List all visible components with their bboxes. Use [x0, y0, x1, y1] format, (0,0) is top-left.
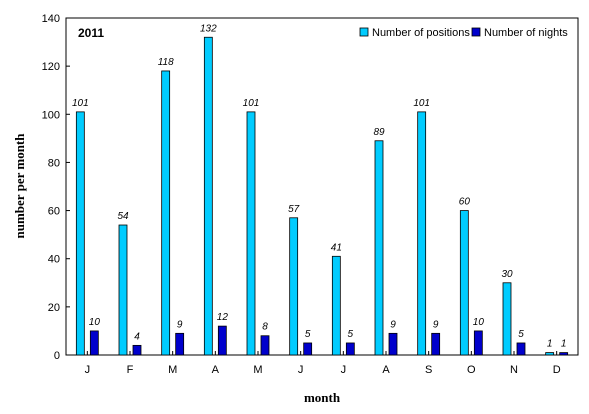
bars — [75, 36, 569, 356]
x-tick-label: M — [253, 364, 262, 376]
data-label-nights: 5 — [348, 329, 354, 340]
bar-nights — [388, 332, 398, 356]
data-label-positions: 132 — [200, 23, 217, 34]
bar-positions — [289, 217, 299, 356]
y-tick-label: 100 — [42, 109, 60, 121]
bar-nights — [516, 342, 526, 356]
bar-positions — [417, 111, 427, 356]
bar-positions — [75, 111, 85, 356]
data-label-positions: 57 — [288, 204, 300, 215]
bar-nights — [559, 352, 569, 356]
data-label-nights: 10 — [89, 317, 101, 328]
plot-frame — [65, 17, 579, 356]
y-tick-label: 20 — [48, 302, 60, 314]
data-labels: 101 10 54 4 118 9 132 12 101 8 57 5 41 5 89 9 101 9 60 10 30… — [72, 23, 566, 349]
bar-nights — [431, 332, 441, 356]
y-tick-label: 0 — [54, 350, 60, 362]
data-label-positions: 101 — [72, 98, 89, 109]
data-label-positions: 54 — [117, 211, 129, 222]
bar-nights — [473, 330, 483, 356]
x-tick-label: A — [382, 364, 390, 376]
bar-nights — [260, 335, 270, 356]
x-axis-title: month — [304, 390, 341, 405]
x-tick-label: M — [168, 364, 177, 376]
data-label-nights: 4 — [134, 331, 140, 342]
y-axis: 0 20 40 60 80 100 120 140 — [42, 13, 70, 362]
y-tick-label: 60 — [48, 206, 60, 218]
legend-swatch-positions — [359, 27, 369, 37]
y-tick-label: 140 — [42, 13, 60, 25]
data-label-positions: 30 — [501, 269, 513, 280]
bar-nights — [89, 330, 99, 356]
bar-positions — [161, 70, 171, 356]
bar-nights — [345, 342, 355, 356]
x-tick-label: N — [510, 364, 518, 376]
data-label-nights: 1 — [561, 339, 567, 350]
data-label-positions: 101 — [413, 98, 430, 109]
x-tick-label: F — [127, 364, 134, 376]
data-label-nights: 5 — [305, 329, 311, 340]
legend-label-nights: Number of nights — [484, 27, 568, 39]
bar-positions — [203, 36, 213, 356]
bar-positions — [545, 352, 555, 356]
bar-nights — [303, 342, 313, 356]
bar-positions — [118, 224, 128, 356]
data-label-positions: 60 — [459, 197, 471, 208]
data-label-positions: 1 — [547, 339, 553, 350]
x-tick-label: O — [467, 364, 476, 376]
data-label-nights: 9 — [177, 319, 183, 330]
data-label-nights: 9 — [433, 319, 439, 330]
data-label-nights: 9 — [390, 319, 396, 330]
data-label-positions: 41 — [331, 242, 342, 253]
y-tick-label: 80 — [48, 157, 60, 169]
x-tick-label: D — [553, 364, 561, 376]
data-label-positions: 118 — [158, 57, 174, 68]
x-tick-label: J — [85, 364, 91, 376]
legend-swatch-nights — [471, 27, 481, 37]
x-tick-label: S — [425, 364, 432, 376]
data-label-nights: 5 — [518, 329, 524, 340]
x-tick-label: A — [212, 364, 220, 376]
data-label-nights: 8 — [262, 322, 268, 333]
bar-positions — [331, 255, 341, 356]
bar-positions — [374, 140, 384, 356]
bar-nights — [217, 325, 227, 356]
legend-label-positions: Number of positions — [372, 27, 470, 39]
bar-positions — [246, 111, 256, 356]
y-axis-title: number per month — [12, 133, 27, 239]
bar-nights — [175, 332, 185, 356]
data-label-nights: 10 — [473, 317, 485, 328]
bar-positions — [502, 282, 512, 356]
bar-nights — [132, 344, 142, 356]
y-tick-label: 40 — [48, 254, 60, 266]
y-tick-label: 120 — [42, 61, 60, 73]
data-label-positions: 89 — [373, 127, 385, 138]
legend: Number of positions Number of nights — [359, 27, 568, 39]
data-label-positions: 101 — [243, 98, 260, 109]
bar-positions — [459, 210, 469, 356]
chart-title: 2011 — [78, 26, 104, 40]
data-label-nights: 12 — [217, 312, 229, 323]
x-tick-label: J — [341, 364, 347, 376]
x-tick-label: J — [298, 364, 304, 376]
